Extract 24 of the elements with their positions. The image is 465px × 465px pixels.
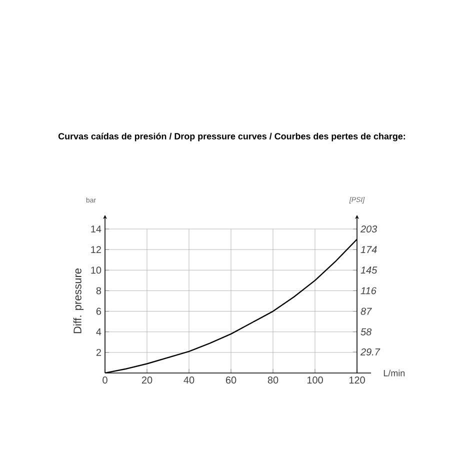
x-tick-label: 0	[102, 376, 108, 384]
y2-tick-label: 58	[360, 328, 372, 336]
y2-tick-label: 174	[360, 246, 377, 253]
x-tick-label: 120	[349, 376, 365, 384]
x-tick-label: 100	[307, 376, 323, 384]
y-tick-label: 6	[96, 308, 102, 315]
y-tick-label: 12	[91, 246, 101, 254]
y2-tick-label: 116	[360, 287, 376, 294]
x-tick-label: 40	[184, 376, 194, 384]
x-axis-title: L/min	[384, 370, 405, 376]
y-axis-title: Diff. pressure	[73, 268, 84, 334]
y2-tick-label: 145	[360, 266, 378, 274]
y2-tick-label: 29.7	[360, 348, 380, 356]
y-tick-label: 8	[96, 287, 102, 294]
y-tick-label: 10	[91, 266, 102, 274]
y-tick-label: 2	[96, 348, 101, 356]
y2-tick-label: 87	[360, 308, 372, 315]
y2-tick-label: 203	[360, 225, 378, 233]
x-tick-label: 80	[268, 376, 278, 384]
x-tick-label: 20	[142, 376, 152, 384]
chart-title: Curvas caídas de presión / Drop pressure curves / Courbes des pertes de charge:	[58, 132, 406, 142]
x-tick-label: 60	[226, 376, 236, 384]
y-tick-label: 14	[91, 226, 102, 232]
y-tick-label: 4	[96, 328, 102, 336]
